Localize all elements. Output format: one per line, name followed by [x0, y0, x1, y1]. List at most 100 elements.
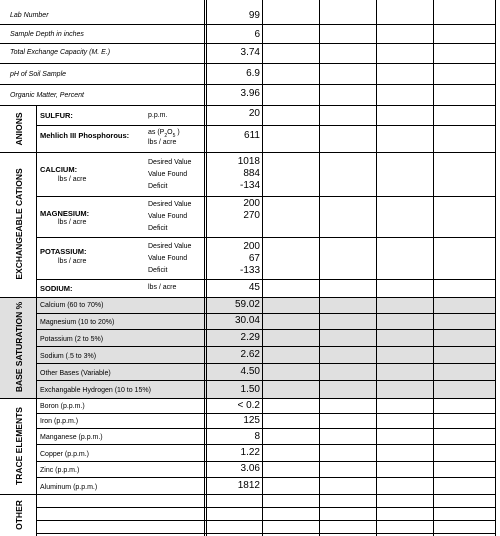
rule: [36, 477, 496, 478]
sodium-label: SODIUM:: [40, 284, 73, 293]
exchange-capacity-value: 3.74: [240, 47, 260, 58]
lab-number-label: Lab Number: [10, 12, 49, 19]
rule: [0, 105, 496, 106]
magnesium-found-label: Value Found: [148, 213, 188, 220]
bs-calcium-value: 59.02: [234, 299, 260, 310]
section-exchangeable-cations: EXCHANGEABLE CATIONS: [14, 168, 24, 280]
rule: [36, 196, 496, 197]
rule: [36, 520, 496, 521]
sulfur-label: SULFUR:: [40, 111, 73, 120]
phosphorous-unit-prefix: as (P: [148, 129, 165, 136]
rule: [0, 24, 496, 25]
bs-potassium-label: Potassium (2 to 5%): [40, 336, 104, 343]
copper-label: Copper (p.p.m.): [40, 451, 90, 458]
ph-label: pH of Soil Sample: [10, 71, 67, 78]
boron-label: Boron (p.p.m.): [40, 403, 85, 410]
rule: [36, 279, 496, 280]
rule: [36, 313, 496, 314]
organic-matter-value: 3.96: [240, 88, 260, 99]
magnesium-deficit-label: Deficit: [148, 225, 168, 232]
organic-matter-label: Organic Matter, Percent: [10, 92, 84, 99]
zinc-label: Zinc (p.p.m.): [40, 467, 80, 474]
sample-depth-label: Sample Depth in inches: [10, 31, 84, 38]
potassium-deficit-value: -133: [239, 265, 260, 276]
bs-hydrogen-label: Exchangable Hydrogen (10 to 15%): [40, 387, 151, 394]
rule: [0, 43, 496, 44]
rule: [36, 363, 496, 364]
rule: [36, 346, 496, 347]
bs-hydrogen-value: 1.50: [240, 384, 260, 395]
section-anions: ANIONS: [14, 112, 24, 146]
magnesium-desired-value: 200: [243, 198, 260, 209]
bs-magnesium-value: 30.04: [234, 315, 260, 326]
potassium-found-label: Value Found: [148, 255, 188, 262]
lab-number-value: 99: [248, 10, 260, 21]
potassium-found-value: 67: [248, 253, 260, 264]
phosphorous-sub-5: 5: [172, 133, 176, 139]
column-divider: [262, 0, 263, 536]
bs-sodium-label: Sodium (.5 to 3%): [40, 353, 97, 360]
rule: [36, 413, 496, 414]
rule: [0, 152, 496, 153]
sodium-value: 45: [248, 282, 260, 293]
sodium-units: lbs / acre: [148, 284, 177, 291]
sample-depth-value: 6: [254, 29, 260, 40]
aluminum-value: 1812: [237, 480, 260, 491]
sulfur-unit: p.p.m.: [148, 112, 168, 119]
rule: [0, 297, 496, 298]
phosphorous-unit-o: O: [167, 129, 173, 136]
calcium-found-value: 884: [243, 168, 260, 179]
magnesium-desired-label: Desired Value: [148, 201, 192, 208]
rule: [0, 63, 496, 64]
rule: [36, 533, 496, 534]
bs-magnesium-label: Magnesium (10 to 20%): [40, 319, 115, 326]
magnesium-units: lbs / acre: [58, 219, 87, 226]
potassium-desired-label: Desired Value: [148, 243, 192, 250]
bs-calcium-label: Calcium (60 to 70%): [40, 302, 104, 309]
calcium-found-label: Value Found: [148, 171, 188, 178]
aluminum-label: Aluminum (p.p.m.): [40, 484, 98, 491]
zinc-value: 3.06: [240, 463, 260, 474]
calcium-deficit-label: Deficit: [148, 183, 168, 190]
boron-value: < 0.2: [237, 400, 260, 411]
column-divider: [495, 0, 496, 536]
rule: [36, 444, 496, 445]
rule: [36, 125, 496, 126]
sulfur-value: 20: [248, 108, 260, 119]
phosphorous-unit-formula: as (P2O5): [148, 128, 180, 141]
bs-other-bases-label: Other Bases (Variable): [40, 370, 111, 377]
ph-value: 6.9: [246, 68, 260, 79]
iron-label: Iron (p.p.m.): [40, 418, 79, 425]
value-column-left-border: [204, 0, 205, 536]
phosphorous-label: Mehlich III Phosphorous:: [40, 131, 130, 140]
column-divider: [433, 0, 434, 536]
bs-other-bases-value: 4.50: [240, 366, 260, 377]
calcium-desired-value: 1018: [237, 156, 260, 167]
rule: [36, 428, 496, 429]
section-divider: [36, 105, 37, 536]
column-divider: [376, 0, 377, 536]
section-trace-elements: TRACE ELEMENTS: [14, 407, 24, 485]
exchange-capacity-label: Total Exchange Capacity (M. E.): [10, 49, 111, 56]
rule: [0, 494, 496, 495]
phosphorous-value: 611: [244, 130, 260, 141]
manganese-label: Manganese (p.p.m.): [40, 434, 103, 441]
manganese-value: 8: [254, 431, 260, 442]
iron-value: 125: [243, 415, 260, 426]
phosphorous-unit-close: ): [177, 129, 180, 136]
rule: [0, 398, 496, 399]
rule: [36, 380, 496, 381]
section-other: OTHER: [14, 500, 24, 530]
magnesium-label: MAGNESIUM:: [40, 209, 90, 218]
calcium-desired-label: Desired Value: [148, 159, 192, 166]
rule: [0, 84, 496, 85]
rule: [36, 237, 496, 238]
potassium-label: POTASSIUM:: [40, 247, 87, 256]
calcium-deficit-value: -134: [239, 180, 260, 191]
rule: [36, 507, 496, 508]
potassium-desired-value: 200: [243, 241, 260, 252]
calcium-label: CALCIUM:: [40, 165, 78, 174]
bs-sodium-value: 2.62: [240, 349, 260, 360]
magnesium-found-value: 270: [243, 210, 260, 221]
